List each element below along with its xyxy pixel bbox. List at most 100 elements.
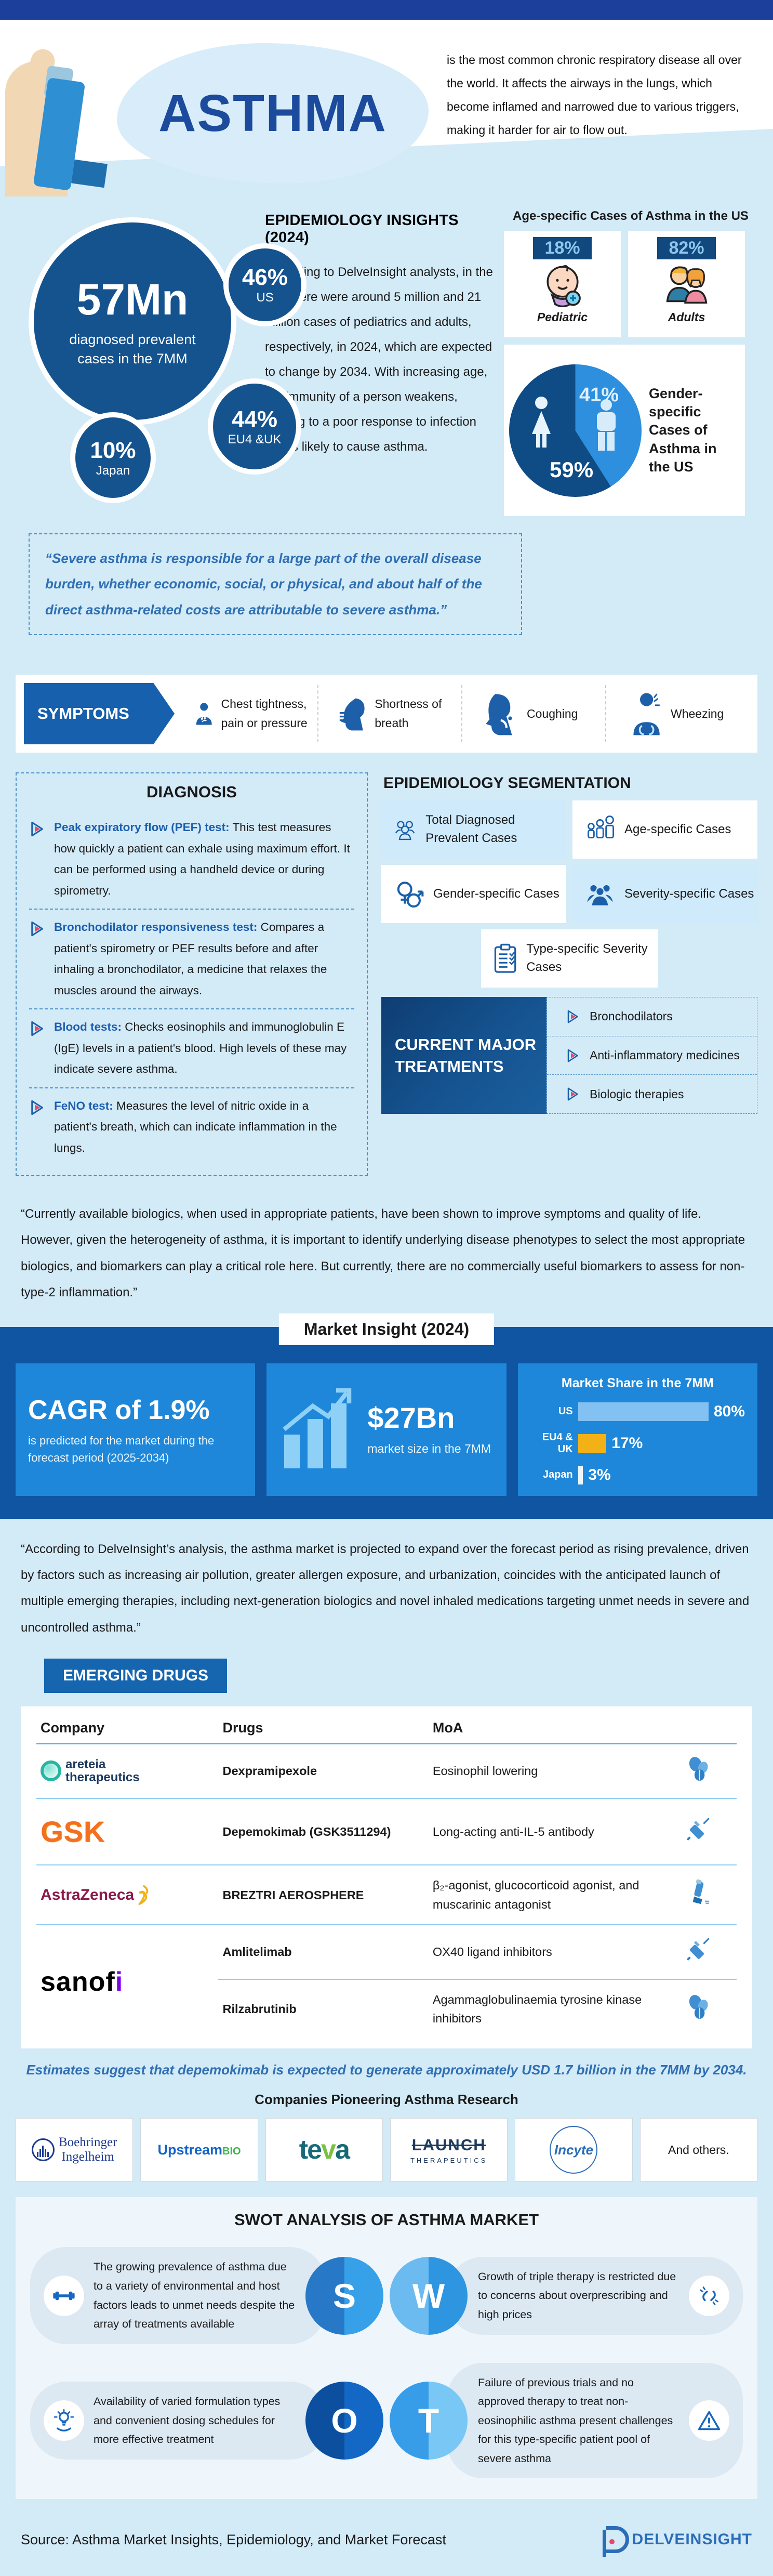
seg-card-gender: Gender-specific Cases	[381, 865, 566, 923]
footer: Source: Asthma Market Insights, Epidemio…	[0, 2511, 773, 2576]
cagr-card: CAGR of 1.9% is predicted for the market…	[16, 1363, 256, 1496]
epidemiology-heading: EPIDEMIOLOGY INSIGHTS (2024)	[265, 212, 459, 246]
seg-card-total: Total Diagnosed Prevalent Cases	[381, 800, 566, 859]
share-bar-eu: EU4 & UK 17%	[542, 1431, 643, 1455]
table-row-astrazeneca: AstraZeneca BREZTRI AEROSPHERE β₂-agonis…	[36, 1865, 737, 1926]
severity-group-icon	[587, 885, 613, 905]
treatment-biologic: Biologic therapies	[547, 1074, 757, 1113]
pediatric-card: 18% Pediatric	[504, 231, 621, 337]
bubble-total: 57Mn diagnosed prevalent cases in the 7M…	[29, 217, 236, 425]
inhaler-illustration	[0, 46, 108, 196]
symptom-wheeze: Wheezing	[605, 685, 749, 742]
pills-icon	[689, 1994, 708, 2019]
baby-icon	[546, 265, 581, 307]
treatment-antiinflammatory: Anti-inflammatory medicines	[547, 1035, 757, 1075]
gender-card: 41% 59% Gender-specific C	[504, 345, 745, 516]
adults-icon	[666, 266, 707, 304]
column-moa: MoA	[428, 1712, 681, 1745]
swot-section: SWOT ANALYSIS OF ASTHMA MARKET The growi…	[16, 2197, 757, 2500]
boehringer-icon	[31, 2138, 55, 2162]
delveinsight-icon	[602, 2526, 629, 2557]
arrow-bullet-icon	[31, 821, 43, 837]
treatments-heading: CURRENT MAJOR TREATMENTS	[381, 997, 547, 1114]
male-icon	[597, 399, 616, 451]
table-row-gsk: GSK Depemokimab (GSK3511294) Long-acting…	[36, 1798, 737, 1866]
seg-card-type: Type-specific Severity Cases	[481, 929, 658, 988]
symptom-chest: Chest tightness, pain or pressure	[175, 692, 317, 735]
sanofi-logo: sanofi	[41, 1966, 124, 1997]
swot-heading: SWOT ANALYSIS OF ASTHMA MARKET	[234, 2211, 539, 2229]
female-share: 59%	[550, 457, 594, 482]
weakness-pill: Growth of triple therapy is restricted d…	[447, 2256, 743, 2335]
bubble-japan: 10% Japan	[70, 412, 156, 503]
segmentation-heading: EPIDEMIOLOGY SEGMENTATION	[383, 774, 631, 792]
diagnosis-box: DIAGNOSIS Peak expiratory flow (PEF) tes…	[16, 772, 368, 1176]
adults-card: 82% Adults	[628, 231, 745, 337]
chest-tightness-icon	[196, 703, 212, 725]
logo-boehringer: Boehringer Ingelheim	[16, 2118, 134, 2182]
market-size-card: $27Bn market size in the 7MM	[266, 1363, 507, 1496]
symptom-breath: Shortness of breath	[317, 685, 461, 742]
astrazeneca-logo: AstraZeneca	[41, 1883, 214, 1908]
market-share-title: Market Share in the 7MM	[561, 1375, 714, 1390]
arrow-bullet-icon	[567, 1049, 578, 1062]
age-chart-title: Age-specific Cases of Asthma in the US	[513, 209, 749, 223]
gender-chart-title: Gender-specific Cases of Asthma in the U…	[649, 386, 717, 475]
symptoms-section: SYMPTOMS Chest tightness, pain or pressu…	[0, 667, 773, 768]
table-header-row: Company Drugs MoA	[36, 1712, 737, 1745]
treatment-bronchodilators: Bronchodilators	[547, 997, 757, 1036]
opportunity-pill: Availability of varied formulation types…	[30, 2382, 326, 2460]
bubble-us: 46% US	[223, 243, 306, 326]
bar-chart-icon	[283, 1388, 352, 1469]
diagnosis-item-bronchodilator: Bronchodilator responsiveness test: Comp…	[29, 909, 354, 1008]
arrow-bullet-icon	[31, 1021, 43, 1036]
diagnosis-item-feno: FeNO test: Measures the level of nitric …	[29, 1087, 354, 1166]
diagnosis-heading: DIAGNOSIS	[146, 783, 237, 801]
pills-icon	[689, 1757, 708, 1781]
share-bar-japan: Japan 3%	[542, 1465, 611, 1484]
cagr-label: is predicted for the market during the f…	[28, 1434, 215, 1464]
syringe-icon	[686, 1817, 710, 1841]
market-insight-section: Market Insight (2024) CAGR of 1.9% is pr…	[0, 1313, 773, 1519]
weakness-circle: W	[390, 2256, 468, 2335]
wheezing-icon	[633, 693, 660, 735]
market-share-card: Market Share in the 7MM US 80% EU4 & UK …	[517, 1363, 757, 1496]
symptom-cough: Coughing	[461, 685, 605, 742]
biologics-quote: “Currently available biologics, when use…	[0, 1187, 773, 1327]
table-row-areteia: areteia therapeutics Dexpramipexole Eosi…	[36, 1744, 737, 1799]
adults-label: Adults	[668, 310, 705, 324]
warning-icon	[689, 2400, 729, 2441]
share-bar-us: US 80%	[558, 1402, 745, 1421]
dumbbell-icon	[44, 2275, 84, 2316]
column-company: Company	[36, 1712, 219, 1745]
intro-text: is the most common chronic respiratory d…	[447, 53, 742, 137]
treatments-list: Bronchodilators Anti-inflammatory medici…	[547, 997, 757, 1114]
clipboard-icon	[494, 943, 516, 973]
total-value: 57Mn	[76, 275, 189, 324]
source-text: Source: Asthma Market Insights, Epidemio…	[21, 2531, 446, 2547]
az-swoosh-icon	[138, 1885, 149, 1905]
threat-circle: T	[390, 2382, 468, 2460]
arrow-bullet-icon	[31, 1100, 43, 1115]
strength-circle: S	[305, 2256, 383, 2335]
male-share: 41%	[579, 384, 619, 406]
logo-launch: LAUNCH THERAPEUTICS	[390, 2118, 508, 2182]
logo-teva: teva	[265, 2118, 383, 2182]
diagnosis-item-pef: Peak expiratory flow (PEF) test: This te…	[29, 810, 354, 909]
arrow-bullet-icon	[567, 1087, 578, 1101]
cagr-value: CAGR of 1.9%	[28, 1395, 210, 1425]
table-row-amlitelimab: sanofi Amlitelimab OX40 ligand inhibitor…	[36, 1925, 737, 1997]
idea-hand-icon	[44, 2400, 84, 2441]
companies-heading: Companies Pioneering Asthma Research	[255, 2092, 518, 2108]
total-label: diagnosed prevalent cases in the 7MM	[69, 332, 196, 366]
page-title: ASTHMA	[158, 84, 387, 142]
strength-pill: The growing prevalence of asthma due to …	[30, 2247, 326, 2344]
companies-section: Companies Pioneering Asthma Research Boe…	[0, 2082, 773, 2186]
bubble-eu: 44% EU4 &UK	[208, 378, 301, 475]
emerging-drugs-table: Company Drugs MoA areteia therapeutics D…	[21, 1706, 752, 2049]
epidemiology-section: 57Mn diagnosed prevalent cases in the 7M…	[0, 196, 773, 667]
shortness-of-breath-icon	[339, 698, 365, 731]
depemokimab-estimate: Estimates suggest that depemokimab is ex…	[26, 2062, 747, 2078]
opportunity-circle: O	[305, 2382, 383, 2460]
diagnosis-segmentation-section: DIAGNOSIS Peak expiratory flow (PEF) tes…	[0, 768, 773, 1187]
